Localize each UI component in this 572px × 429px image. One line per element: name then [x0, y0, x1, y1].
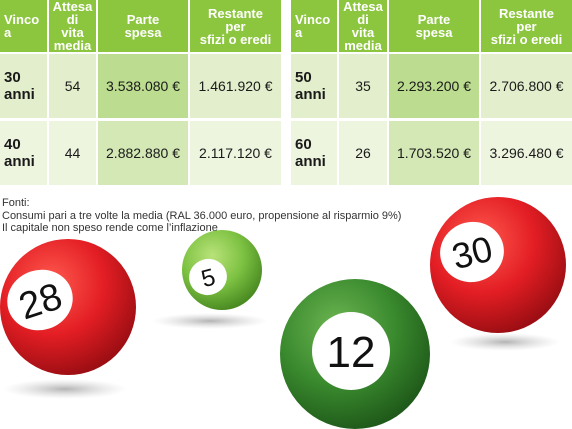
header-parte-spesa: Parte spesa: [97, 0, 190, 54]
age-cell: 50 anni: [291, 53, 339, 121]
header-attesa: Attesa di vita media: [338, 0, 389, 54]
ball-number: 30: [448, 228, 497, 277]
spent-cell: 2.882.880 €: [97, 119, 190, 188]
sources-line: Il capitale non speso rende come l’infla…: [2, 222, 218, 234]
lottery-table-left: Vinco a Attesa di vita media Parte spesa Res…: [0, 0, 281, 188]
sources-note: Fonti: Consumi pari a tre volte la media…: [2, 197, 401, 235]
age-cell: 60 anni: [291, 119, 339, 188]
header-vinco: Vinco a: [291, 0, 339, 54]
header-restante: Restante per sfizi o eredi: [189, 0, 281, 54]
table-header-row: Vinco a Attesa di vita media Parte spesa Res…: [0, 0, 281, 54]
age-cell: 40 anni: [0, 119, 49, 188]
ball-shadow: [152, 313, 268, 329]
remaining-cell: 1.461.920 €: [189, 53, 281, 121]
lottery-ball-12: 12: [280, 279, 430, 429]
age-cell: 30 anni: [0, 53, 49, 121]
lottery-ball-5: 5: [182, 230, 262, 310]
ball-number: 12: [327, 328, 376, 377]
table-row: 60 anni 26 1.703.520 € 3.296.480 €: [291, 119, 572, 188]
ball-shadow: [3, 379, 127, 399]
table-header-row: Vinco a Attesa di vita media Parte spesa Res…: [291, 0, 572, 54]
table-row: 30 anni 54 3.538.080 € 1.461.920 €: [0, 53, 281, 121]
sources-line: Consumi pari a tre volte la media (RAL 3…: [2, 209, 402, 222]
spent-cell: 2.293.200 €: [388, 53, 481, 121]
ball-shadow: [450, 333, 560, 351]
header-vinco: Vinco a: [0, 0, 49, 54]
header-parte-spesa: Parte spesa: [388, 0, 481, 54]
spent-cell: 3.538.080 €: [97, 53, 190, 121]
header-restante: Restante per sfizi o eredi: [480, 0, 572, 54]
header-attesa: Attesa di vita media: [48, 0, 98, 54]
lottery-ball-28: 28: [0, 239, 136, 375]
lottery-ball-30: 30: [430, 197, 566, 333]
lottery-table-right: Vinco a Attesa di vita media Parte spesa Res…: [291, 0, 572, 188]
life-expectancy-cell: 44: [48, 119, 98, 188]
life-expectancy-cell: 54: [48, 53, 98, 121]
remaining-cell: 2.117.120 €: [189, 119, 281, 188]
sources-title: Fonti:: [2, 197, 30, 209]
life-expectancy-cell: 35: [338, 53, 389, 121]
remaining-cell: 2.706.800 €: [480, 53, 572, 121]
table-row: 40 anni 44 2.882.880 € 2.117.120 €: [0, 119, 281, 188]
spent-cell: 1.703.520 €: [388, 119, 481, 188]
remaining-cell: 3.296.480 €: [480, 119, 572, 188]
table-row: 50 anni 35 2.293.200 € 2.706.800 €: [291, 53, 572, 121]
life-expectancy-cell: 26: [338, 119, 389, 188]
